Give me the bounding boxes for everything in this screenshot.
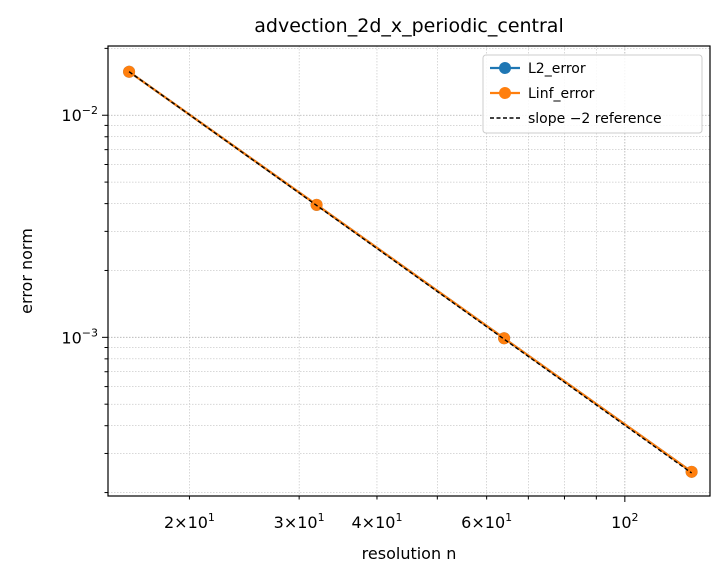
series-line-2	[128, 71, 693, 474]
legend-label: slope −2 reference	[528, 111, 662, 127]
series-point-1	[498, 332, 511, 345]
x-tick-label: 3×101	[274, 511, 325, 532]
x-axis-label: resolution n	[362, 544, 457, 563]
x-tick-label: 2×101	[164, 511, 215, 532]
series-layer	[123, 65, 698, 478]
axes-frame	[107, 45, 711, 497]
x-tick-label: 4×101	[351, 511, 402, 532]
x-tick-label: 102	[611, 511, 638, 532]
y-tick-label: 10−3	[61, 326, 98, 347]
legend-swatch-marker	[499, 62, 511, 74]
legend-swatch-marker	[499, 87, 511, 99]
y-tick-label: 10−2	[61, 104, 98, 125]
y-axis-label: error norm	[17, 228, 36, 314]
legend-box	[482, 54, 703, 134]
series-point-1	[685, 465, 698, 478]
legend-label: L2_error	[528, 61, 586, 77]
tick-layer: 2×101 3×101 4×101 6×101 102 10−2 10−3	[61, 47, 639, 532]
chart-title: advection_2d_x_periodic_central	[254, 15, 563, 37]
x-tick-label: 6×101	[461, 511, 512, 532]
legend-label: Linf_error	[528, 86, 595, 102]
